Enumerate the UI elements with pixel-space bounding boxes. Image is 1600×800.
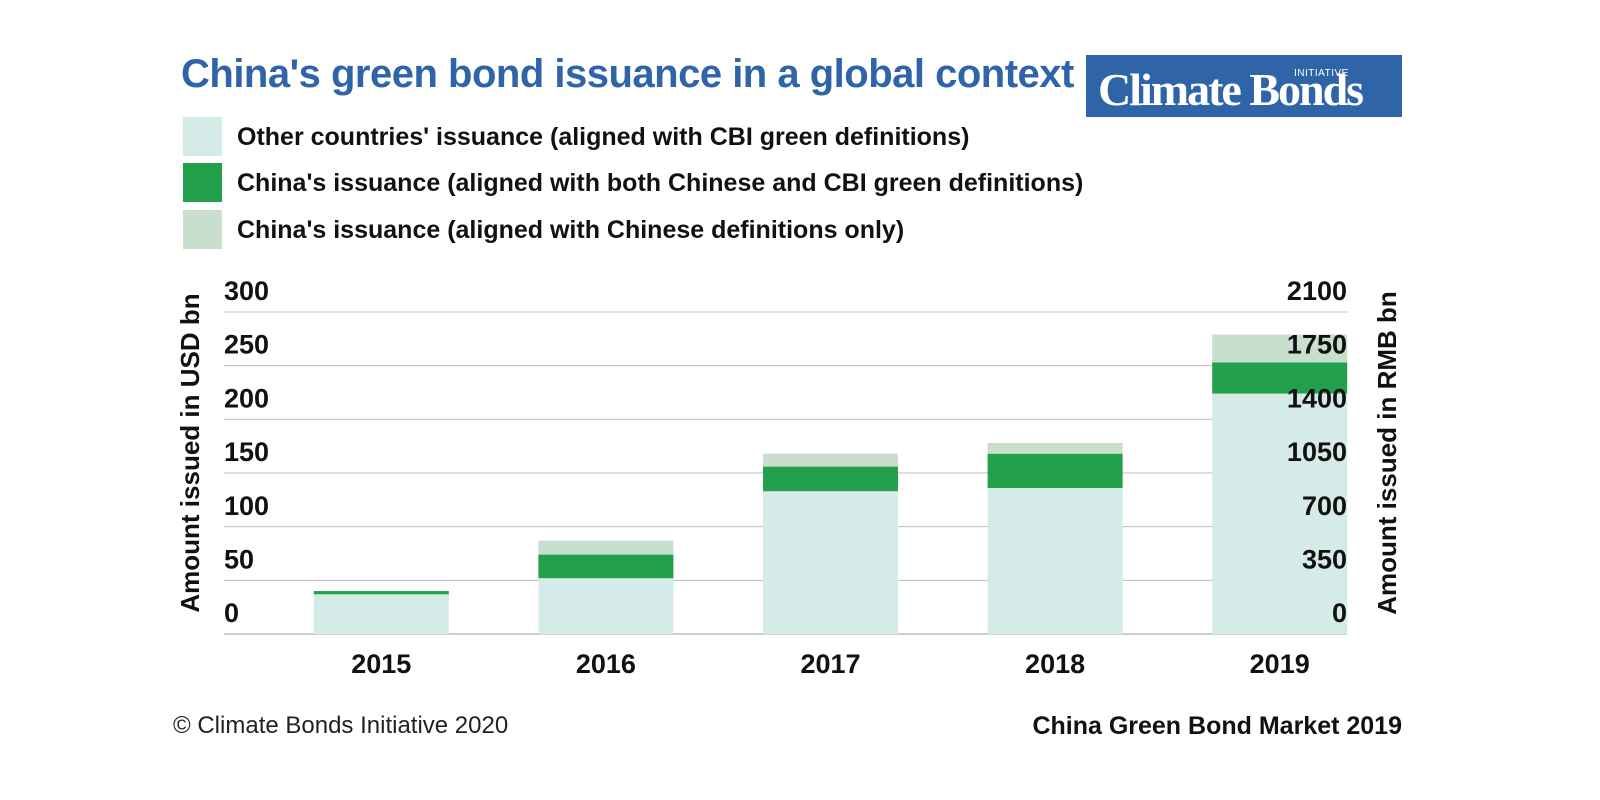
x-tick-label: 2016 [576,649,636,679]
legend-swatch-other-countries [183,117,222,156]
bar-segment [763,491,898,634]
bar-segment [1212,362,1348,394]
legend-swatch-china-chinese-only [183,210,222,249]
y-tick-label-left: 150 [224,437,269,467]
y-tick-label-right: 0 [1332,598,1347,628]
y-tick-label-left: 100 [224,491,269,521]
y-tick-label-right: 1400 [1287,383,1347,413]
legend-swatch-china-both [183,163,222,202]
bar-segment [987,488,1123,634]
y-tick-label-left: 300 [224,276,269,306]
bar-segment [313,594,449,634]
y-tick-label-left: 0 [224,598,239,628]
y-tick-label-left: 200 [224,383,269,413]
bar-segment [763,466,898,492]
x-tick-label: 2018 [1025,649,1085,679]
logo-small-text: INITIATIVE [1294,68,1349,79]
bar-segment [1212,393,1348,634]
x-tick-label: 2019 [1250,649,1310,679]
chart-title: China's green bond issuance in a global … [181,52,1074,96]
y-axis-title-left: Amount issued in USD bn [175,293,205,612]
y-tick-label-right: 2100 [1287,276,1347,306]
y-tick-label-left: 50 [224,545,254,575]
logo-main-text: Climate Bonds [1098,64,1364,115]
y-tick-label-right: 1050 [1287,437,1347,467]
bar-segment [538,554,674,579]
bar-segment [538,578,674,634]
y-tick-label-right: 350 [1302,545,1347,575]
x-tick-label: 2017 [800,649,860,679]
y-tick-label-right: 700 [1302,491,1347,521]
report-name: China Green Bond Market 2019 [1032,712,1402,740]
bar-segment [987,453,1123,489]
y-axis-title-right: Amount issued in RMB bn [1372,291,1402,615]
legend-label-china-both: China's issuance (aligned with both Chin… [237,169,1084,197]
climate-bonds-logo: Climate Bonds INITIATIVE [1086,55,1402,117]
bar-segment [763,453,898,467]
x-tick-label: 2015 [351,649,411,679]
y-tick-label-right: 1750 [1287,330,1347,360]
bar-segment [987,442,1123,454]
copyright-text: © Climate Bonds Initiative 2020 [173,712,509,739]
bar-segment [313,591,449,595]
legend-label-other-countries: Other countries' issuance (aligned with … [237,123,970,151]
legend-label-china-chinese-only: China's issuance (aligned with Chinese d… [237,216,905,244]
bar-segment [538,540,674,555]
y-tick-label-left: 250 [224,330,269,360]
bar-segment [1212,334,1348,363]
